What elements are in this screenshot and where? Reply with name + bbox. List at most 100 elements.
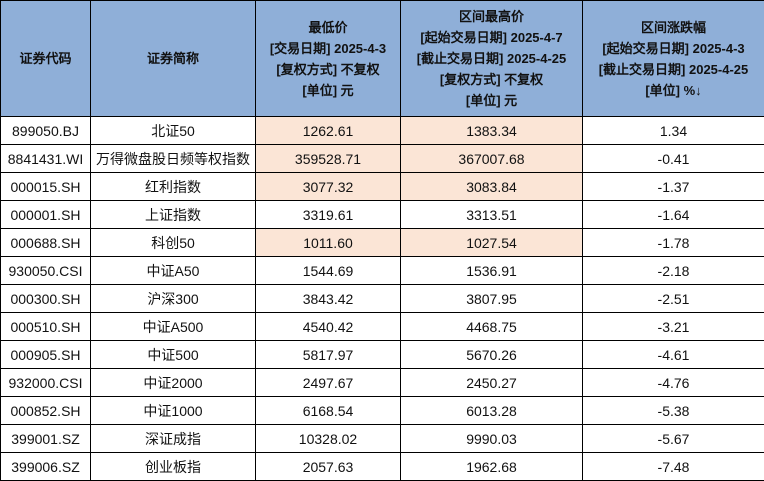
cell-high[interactable]: 367007.68 xyxy=(400,144,583,173)
cell-change[interactable]: -3.21 xyxy=(582,312,764,341)
cell-change[interactable]: -4.76 xyxy=(582,368,764,397)
cell-change[interactable]: -0.41 xyxy=(582,144,764,173)
header-line: [截止交易日期] 2025-4-25 xyxy=(416,51,567,66)
cell-low[interactable]: 1544.69 xyxy=(255,256,401,285)
cell-code[interactable]: 399006.SZ xyxy=(0,452,91,481)
table-row: 930050.CSI 中证A50 1544.69 1536.91 -2.18 xyxy=(0,256,764,285)
sort-descending-icon: ↓ xyxy=(695,82,702,98)
table-row: 399001.SZ 深证成指 10328.02 9990.03 -5.67 xyxy=(0,424,764,453)
header-line: [复权方式] 不复权 xyxy=(439,72,544,87)
cell-low[interactable]: 4540.42 xyxy=(255,312,401,341)
cell-high[interactable]: 9990.03 xyxy=(400,424,583,453)
cell-change[interactable]: 1.34 xyxy=(582,116,764,145)
header-row: 证券代码 证券简称 最低价 [交易日期] 2025-4-3 [复权方式] 不复权… xyxy=(0,0,764,117)
table-row: 8841431.WI 万得微盘股日频等权指数 359528.71 367007.… xyxy=(0,144,764,173)
cell-code[interactable]: 930050.CSI xyxy=(0,256,91,285)
col-header-lowest-price[interactable]: 最低价 [交易日期] 2025-4-3 [复权方式] 不复权 [单位] 元 xyxy=(255,0,401,117)
header-line: [起始交易日期] 2025-4-7 xyxy=(420,30,563,45)
cell-code[interactable]: 000852.SH xyxy=(0,396,91,425)
header-line: [交易日期] 2025-4-3 xyxy=(269,40,387,56)
cell-change[interactable]: -1.78 xyxy=(582,228,764,257)
cell-change[interactable]: -4.61 xyxy=(582,340,764,369)
cell-low[interactable]: 2057.63 xyxy=(255,452,401,481)
cell-change[interactable]: -5.38 xyxy=(582,396,764,425)
table-row: 000905.SH 中证500 5817.97 5670.26 -4.61 xyxy=(0,340,764,369)
cell-low[interactable]: 3319.61 xyxy=(255,200,401,229)
cell-high[interactable]: 4468.75 xyxy=(400,312,583,341)
cell-high[interactable]: 3313.51 xyxy=(400,200,583,229)
table-row: 000015.SH 红利指数 3077.32 3083.84 -1.37 xyxy=(0,172,764,201)
cell-code[interactable]: 932000.CSI xyxy=(0,368,91,397)
cell-name[interactable]: 北证50 xyxy=(90,116,256,145)
col-header-security-name[interactable]: 证券简称 xyxy=(90,0,256,117)
cell-high[interactable]: 1027.54 xyxy=(400,228,583,257)
cell-high[interactable]: 3807.95 xyxy=(400,284,583,313)
header-line: [复权方式] 不复权 xyxy=(276,61,380,77)
cell-name[interactable]: 中证A50 xyxy=(90,256,256,285)
header-line: [单位] %↓ xyxy=(584,80,763,101)
cell-name[interactable]: 科创50 xyxy=(90,228,256,257)
cell-code[interactable]: 8841431.WI xyxy=(0,144,91,173)
header-line: [截止交易日期] 2025-4-25 xyxy=(598,61,749,77)
cell-code[interactable]: 000015.SH xyxy=(0,172,91,201)
cell-code[interactable]: 899050.BJ xyxy=(0,116,91,145)
table-row: 000510.SH 中证A500 4540.42 4468.75 -3.21 xyxy=(0,312,764,341)
cell-change[interactable]: -5.67 xyxy=(582,424,764,453)
table-row: 000300.SH 沪深300 3843.42 3807.95 -2.51 xyxy=(0,284,764,313)
table-row: 899050.BJ 北证50 1262.61 1383.34 1.34 xyxy=(0,116,764,145)
cell-name[interactable]: 创业板指 xyxy=(90,452,256,481)
col-header-interval-change[interactable]: 区间涨跌幅 [起始交易日期] 2025-4-3 [截止交易日期] 2025-4-… xyxy=(582,0,764,117)
table-row: 000001.SH 上证指数 3319.61 3313.51 -1.64 xyxy=(0,200,764,229)
header-line: [起始交易日期] 2025-4-3 xyxy=(602,40,745,56)
header-label: 证券代码 xyxy=(19,51,72,66)
cell-code[interactable]: 000510.SH xyxy=(0,312,91,341)
cell-low[interactable]: 10328.02 xyxy=(255,424,401,453)
unit-label: [单位] % xyxy=(645,82,696,98)
header-line: 区间最高价 xyxy=(458,9,524,24)
cell-high[interactable]: 3083.84 xyxy=(400,172,583,201)
cell-name[interactable]: 沪深300 xyxy=(90,284,256,313)
cell-name[interactable]: 中证2000 xyxy=(90,368,256,397)
cell-name[interactable]: 深证成指 xyxy=(90,424,256,453)
cell-name[interactable]: 中证A500 xyxy=(90,312,256,341)
cell-code[interactable]: 000001.SH xyxy=(0,200,91,229)
table-row: 932000.CSI 中证2000 2497.67 2450.27 -4.76 xyxy=(0,368,764,397)
cell-high[interactable]: 6013.28 xyxy=(400,396,583,425)
header-line: [单位] 元 xyxy=(465,93,518,108)
cell-change[interactable]: -2.51 xyxy=(582,284,764,313)
cell-code[interactable]: 000300.SH xyxy=(0,284,91,313)
cell-name[interactable]: 万得微盘股日频等权指数 xyxy=(90,144,256,173)
cell-high[interactable]: 1962.68 xyxy=(400,452,583,481)
header-label: 证券简称 xyxy=(146,51,199,66)
cell-name[interactable]: 中证500 xyxy=(90,340,256,369)
col-header-security-code[interactable]: 证券代码 xyxy=(0,0,91,117)
cell-change[interactable]: -1.64 xyxy=(582,200,764,229)
cell-low[interactable]: 6168.54 xyxy=(255,396,401,425)
cell-name[interactable]: 中证1000 xyxy=(90,396,256,425)
cell-low[interactable]: 5817.97 xyxy=(255,340,401,369)
table-row: 399006.SZ 创业板指 2057.63 1962.68 -7.48 xyxy=(0,452,764,481)
cell-change[interactable]: -1.37 xyxy=(582,172,764,201)
cell-low[interactable]: 1011.60 xyxy=(255,228,401,257)
cell-name[interactable]: 上证指数 xyxy=(90,200,256,229)
cell-high[interactable]: 2450.27 xyxy=(400,368,583,397)
cell-low[interactable]: 3843.42 xyxy=(255,284,401,313)
cell-code[interactable]: 000905.SH xyxy=(0,340,91,369)
cell-high[interactable]: 5670.26 xyxy=(400,340,583,369)
cell-code[interactable]: 000688.SH xyxy=(0,228,91,257)
cell-high[interactable]: 1536.91 xyxy=(400,256,583,285)
cell-low[interactable]: 1262.61 xyxy=(255,116,401,145)
header-line: 最低价 xyxy=(308,19,348,35)
header-line: [单位] 元 xyxy=(302,82,354,98)
table-row: 000688.SH 科创50 1011.60 1027.54 -1.78 xyxy=(0,228,764,257)
cell-high[interactable]: 1383.34 xyxy=(400,116,583,145)
cell-change[interactable]: -2.18 xyxy=(582,256,764,285)
cell-change[interactable]: -7.48 xyxy=(582,452,764,481)
cell-low[interactable]: 2497.67 xyxy=(255,368,401,397)
cell-low[interactable]: 3077.32 xyxy=(255,172,401,201)
col-header-interval-high[interactable]: 区间最高价 [起始交易日期] 2025-4-7 [截止交易日期] 2025-4-… xyxy=(400,0,583,117)
cell-name[interactable]: 红利指数 xyxy=(90,172,256,201)
cell-low[interactable]: 359528.71 xyxy=(255,144,401,173)
cell-code[interactable]: 399001.SZ xyxy=(0,424,91,453)
